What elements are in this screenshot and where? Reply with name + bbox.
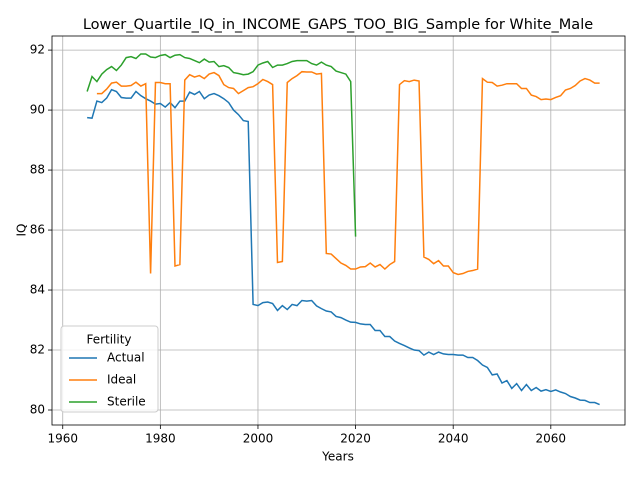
x-tick-label: 1980 [145,432,176,446]
y-tick-label: 84 [30,283,45,297]
chart-title: Lower_Quartile_IQ_in_INCOME_GAPS_TOO_BIG… [83,17,593,33]
series-line [87,88,600,406]
x-tick-label: 2060 [536,432,567,446]
y-axis-label: IQ [15,224,29,237]
y-tick-label: 88 [30,163,45,177]
x-tick-label: 2040 [438,432,469,446]
y-tick-label: 82 [30,343,45,357]
legend-title: Fertility [86,333,131,347]
y-tick-label: 80 [30,403,45,417]
x-axis-label: Years [321,450,354,464]
plot-frame [51,35,626,426]
legend-label: Ideal [107,373,136,387]
legend-box [60,325,159,413]
y-tick-label: 86 [30,223,45,237]
series-line [86,53,357,237]
legend-label: Sterile [107,395,146,409]
x-tick-label: 1960 [47,432,78,446]
y-tick-label: 92 [30,43,45,57]
x-tick-label: 2000 [243,432,274,446]
y-tick-label: 90 [30,103,45,117]
legend-label: Actual [107,351,145,365]
series-line [96,70,600,276]
x-tick-label: 2020 [340,432,371,446]
